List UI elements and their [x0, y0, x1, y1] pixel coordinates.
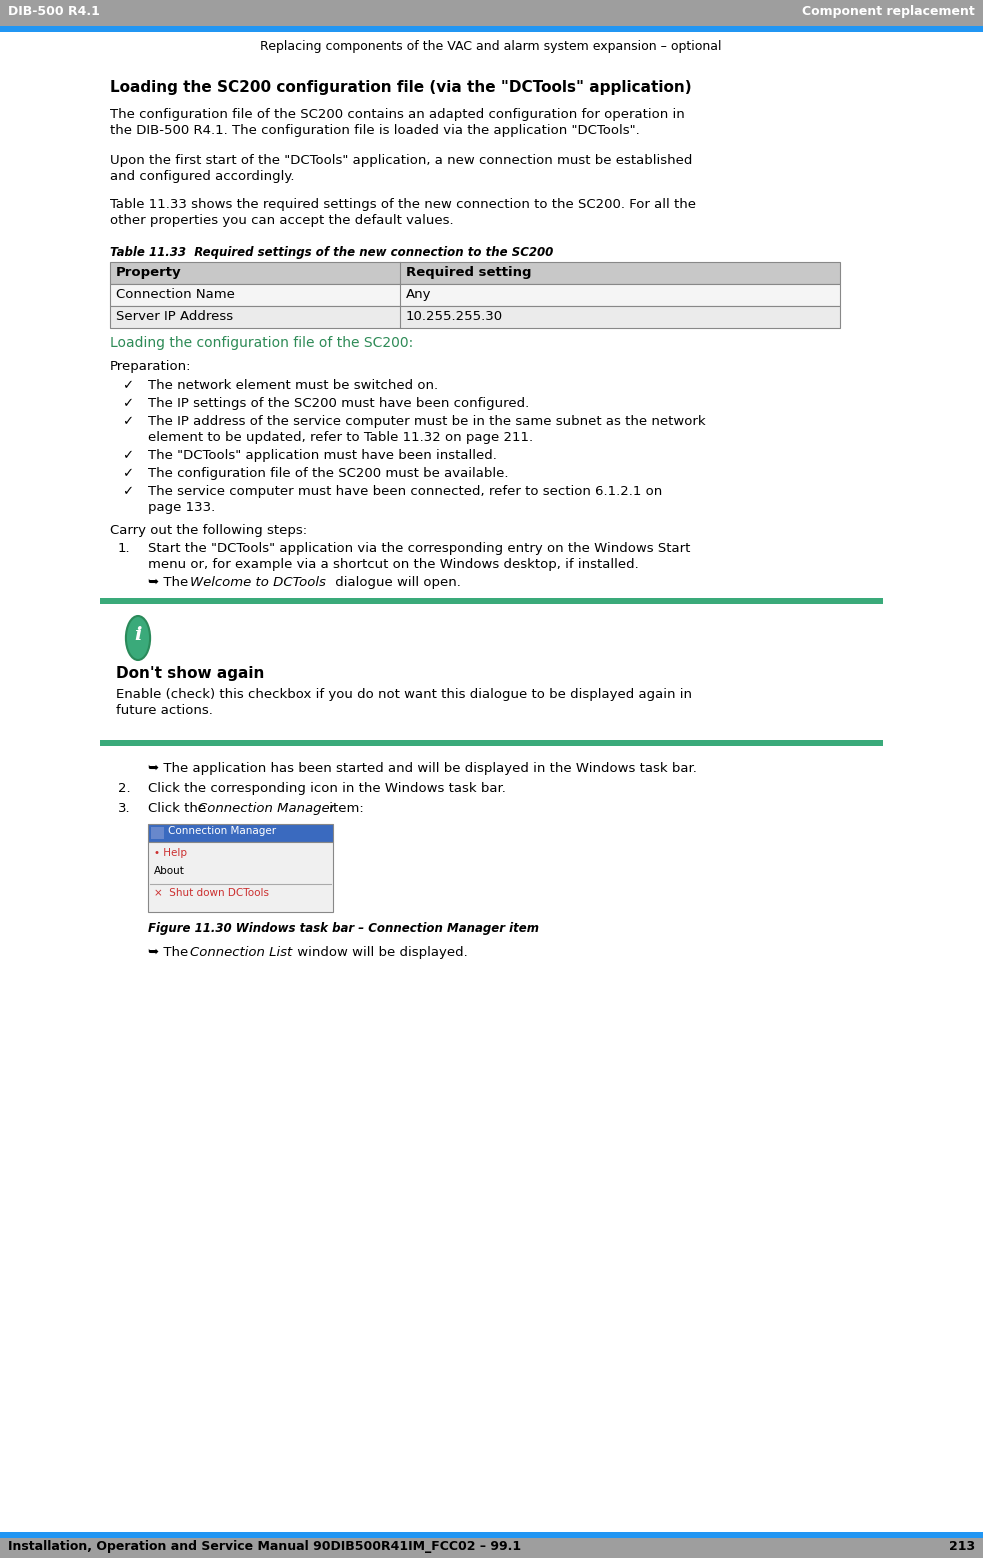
Bar [100, 740, 883, 746]
Text: Preparation:: Preparation: [110, 360, 192, 372]
Text: 3.: 3. [118, 802, 131, 815]
Ellipse shape [126, 615, 150, 661]
Text: 213: 213 [949, 1539, 975, 1553]
Text: The configuration file of the SC200 must be available.: The configuration file of the SC200 must… [148, 467, 508, 480]
Text: ✓: ✓ [122, 397, 133, 410]
Bar [148, 841, 333, 911]
Text: Connection Name: Connection Name [116, 288, 235, 301]
Text: Click the: Click the [148, 802, 210, 815]
Text: 10.255.255.30: 10.255.255.30 [406, 310, 503, 323]
Text: Connection List: Connection List [190, 946, 292, 960]
Text: The network element must be switched on.: The network element must be switched on. [148, 379, 438, 393]
Text: dialogue will open.: dialogue will open. [331, 576, 461, 589]
Text: i: i [135, 626, 142, 643]
Text: item:: item: [325, 802, 364, 815]
Text: • Help: • Help [154, 848, 187, 858]
Text: ➥ The: ➥ The [148, 576, 193, 589]
Text: 2.: 2. [118, 782, 131, 795]
Bar [0, 0, 983, 26]
Text: ➥ The application has been started and will be displayed in the Windows task bar: ➥ The application has been started and w… [148, 762, 697, 774]
Text: ✓: ✓ [122, 414, 133, 428]
Text: DIB-500 R4.1: DIB-500 R4.1 [8, 5, 100, 19]
Text: future actions.: future actions. [116, 704, 213, 717]
Text: the DIB-500 R4.1. The configuration file is loaded via the application "DCTools": the DIB-500 R4.1. The configuration file… [110, 125, 640, 137]
Text: Loading the configuration file of the SC200:: Loading the configuration file of the SC… [110, 337, 413, 351]
Text: Figure 11.30 Windows task bar – Connection Manager item: Figure 11.30 Windows task bar – Connecti… [148, 922, 539, 935]
Text: About: About [154, 866, 185, 876]
Bar [148, 824, 333, 841]
Bar [0, 26, 983, 33]
Text: The "DCTools" application must have been installed.: The "DCTools" application must have been… [148, 449, 496, 463]
Bar [110, 284, 840, 305]
Text: Component replacement: Component replacement [802, 5, 975, 19]
Bar [151, 827, 164, 840]
Text: Carry out the following steps:: Carry out the following steps: [110, 523, 307, 538]
Text: and configured accordingly.: and configured accordingly. [110, 170, 295, 182]
Text: Required setting: Required setting [406, 266, 532, 279]
Text: Connection Manager: Connection Manager [168, 826, 276, 837]
Text: Property: Property [116, 266, 182, 279]
Text: Enable (check) this checkbox if you do not want this dialogue to be displayed ag: Enable (check) this checkbox if you do n… [116, 689, 692, 701]
Text: Table 11.33  Required settings of the new connection to the SC200: Table 11.33 Required settings of the new… [110, 246, 553, 259]
Text: ✓: ✓ [122, 379, 133, 393]
Text: other properties you can accept the default values.: other properties you can accept the defa… [110, 213, 453, 227]
Text: Click the corresponding icon in the Windows task bar.: Click the corresponding icon in the Wind… [148, 782, 506, 795]
Text: Connection Manager: Connection Manager [198, 802, 335, 815]
Text: Installation, Operation and Service Manual 90DIB500R41IM_FCC02 – 99.1: Installation, Operation and Service Manu… [8, 1539, 521, 1553]
Text: The service computer must have been connected, refer to section 6.1.2.1 on: The service computer must have been conn… [148, 485, 663, 499]
Text: ×  Shut down DCTools: × Shut down DCTools [154, 888, 269, 897]
Text: Upon the first start of the "DCTools" application, a new connection must be esta: Upon the first start of the "DCTools" ap… [110, 154, 692, 167]
Text: ➥ The: ➥ The [148, 946, 193, 960]
Bar [0, 1532, 983, 1538]
Text: Table 11.33 shows the required settings of the new connection to the SC200. For : Table 11.33 shows the required settings … [110, 198, 696, 210]
Text: Any: Any [406, 288, 432, 301]
Text: ✓: ✓ [122, 449, 133, 463]
Text: Server IP Address: Server IP Address [116, 310, 233, 323]
Text: Loading the SC200 configuration file (via the "DCTools" application): Loading the SC200 configuration file (vi… [110, 79, 692, 95]
Bar [110, 262, 840, 284]
Text: element to be updated, refer to Table 11.32 on page 211.: element to be updated, refer to Table 11… [148, 432, 533, 444]
Text: The configuration file of the SC200 contains an adapted configuration for operat: The configuration file of the SC200 cont… [110, 108, 685, 122]
Bar [100, 605, 883, 740]
Text: ✓: ✓ [122, 467, 133, 480]
Text: Welcome to DCTools: Welcome to DCTools [190, 576, 326, 589]
Text: menu or, for example via a shortcut on the Windows desktop, if installed.: menu or, for example via a shortcut on t… [148, 558, 639, 570]
Text: The IP address of the service computer must be in the same subnet as the network: The IP address of the service computer m… [148, 414, 706, 428]
Text: Don't show again: Don't show again [116, 665, 264, 681]
Text: Start the "DCTools" application via the corresponding entry on the Windows Start: Start the "DCTools" application via the … [148, 542, 690, 555]
Bar [110, 305, 840, 329]
Text: ✓: ✓ [122, 485, 133, 499]
Text: window will be displayed.: window will be displayed. [293, 946, 468, 960]
Text: The IP settings of the SC200 must have been configured.: The IP settings of the SC200 must have b… [148, 397, 529, 410]
Text: 1.: 1. [118, 542, 131, 555]
Text: page 133.: page 133. [148, 502, 215, 514]
Bar [0, 1538, 983, 1558]
Text: Replacing components of the VAC and alarm system expansion – optional: Replacing components of the VAC and alar… [260, 41, 722, 53]
Bar [100, 598, 883, 605]
